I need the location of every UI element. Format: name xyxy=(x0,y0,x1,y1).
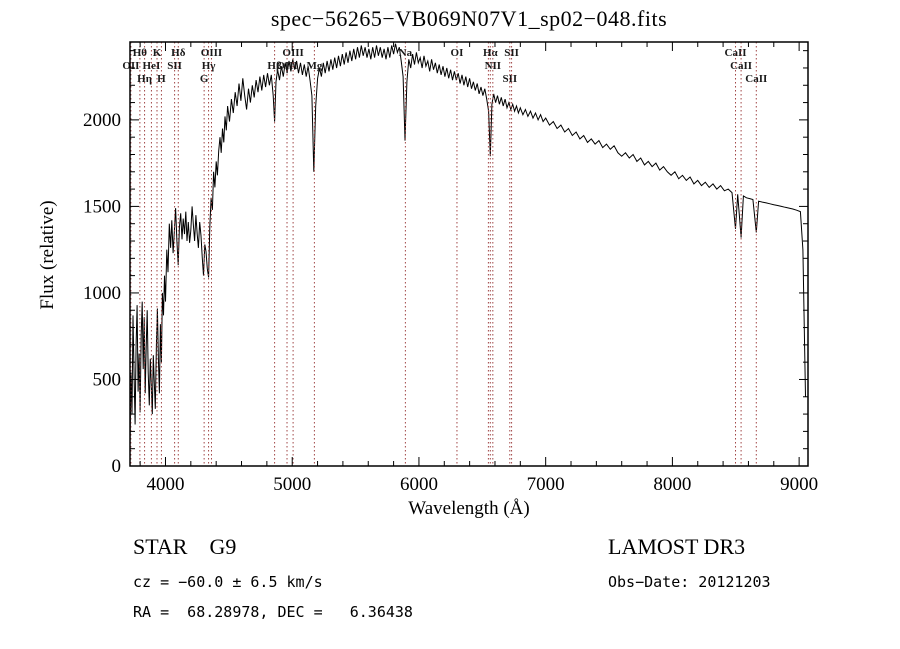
spectral-line-label: OIII xyxy=(282,47,303,59)
annotation-class: STAR G9 xyxy=(133,534,237,559)
y-tick-label: 1000 xyxy=(83,283,121,304)
x-tick-label: 4000 xyxy=(146,474,184,495)
y-tick-label: 500 xyxy=(93,369,122,390)
spectral-line-label: SII xyxy=(167,60,182,72)
spectral-line-label: G xyxy=(200,73,209,85)
spectral-line-label: SII xyxy=(504,47,519,59)
spectral-line-label: Mg xyxy=(306,60,322,72)
annotation-cz: cz = −60.0 ± 6.5 km/s xyxy=(133,573,323,591)
x-axis-label: Wavelength (Å) xyxy=(408,498,530,519)
spectral-line-label: CaII xyxy=(745,73,767,85)
annotation-obs-date: Obs−Date: 20121203 xyxy=(608,573,771,591)
annotation-ra-dec: RA = 68.28978, DEC = 6.36438 xyxy=(133,603,413,621)
spectral-line-label: Hα xyxy=(483,47,499,59)
spectral-line-label: OIII xyxy=(276,60,297,72)
x-tick-label: 7000 xyxy=(527,474,565,495)
spectral-line-label: K xyxy=(153,47,162,59)
y-tick-label: 0 xyxy=(112,456,122,477)
spectral-line-label: Hδ xyxy=(171,47,186,59)
spectral-line-label: Hθ xyxy=(133,47,148,59)
spectral-line-label: Na xyxy=(399,47,413,59)
spectral-line-label: OI xyxy=(451,47,464,59)
spectral-line-label: CaII xyxy=(730,60,752,72)
spectral-line-label: Hβ xyxy=(267,60,282,72)
spectral-line-label: HeI xyxy=(143,60,161,72)
spectral-line-label: Hη xyxy=(137,73,152,85)
x-tick-label: 8000 xyxy=(653,474,691,495)
spectral-line-label: SII xyxy=(502,73,517,85)
chart-title: spec−56265−VB069N07V1_sp02−048.fits xyxy=(270,6,668,31)
y-axis-label: Flux (relative) xyxy=(37,200,58,310)
spectral-line-label: OII xyxy=(122,60,139,72)
x-tick-label: 5000 xyxy=(273,474,311,495)
plot-frame xyxy=(129,41,809,467)
spectral-line-label: H xyxy=(157,73,166,85)
spectral-line-label: CaII xyxy=(725,47,747,59)
annotation-survey: LAMOST DR3 xyxy=(608,534,746,559)
spectral-line-label: NII xyxy=(485,60,502,72)
x-tick-label: 6000 xyxy=(400,474,438,495)
x-tick-label: 9000 xyxy=(780,474,818,495)
spectral-line-label: Hγ xyxy=(202,60,216,72)
spectrum-line xyxy=(129,43,806,446)
spectral-line-label: OIII xyxy=(201,47,222,59)
y-tick-label: 1500 xyxy=(83,196,121,217)
y-tick-label: 2000 xyxy=(83,110,121,131)
